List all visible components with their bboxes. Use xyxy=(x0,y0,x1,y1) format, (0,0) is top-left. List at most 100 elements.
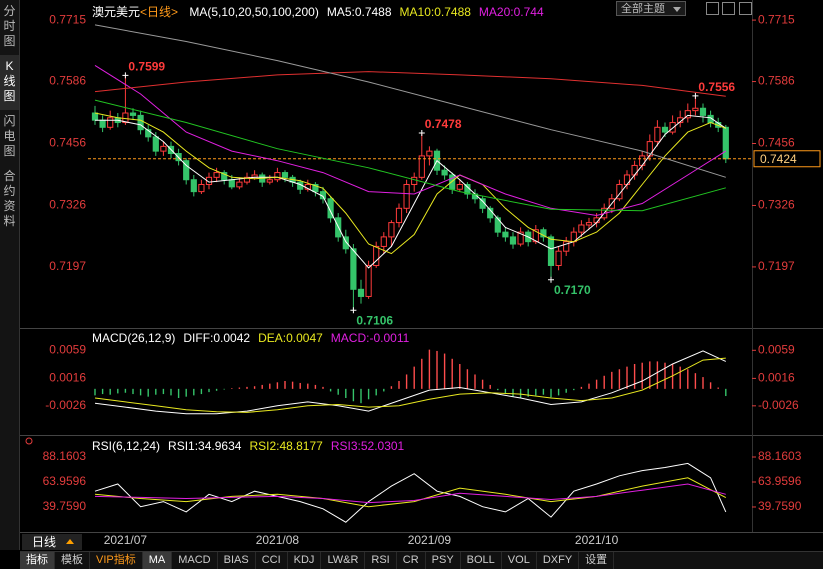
series-line xyxy=(94,357,726,413)
annotation: 0.7106 xyxy=(356,313,393,327)
legend-entry: RSI2:48.8177 xyxy=(249,439,323,453)
extreme-marker xyxy=(350,307,357,314)
tab[interactable]: MA xyxy=(142,552,173,569)
candle-body xyxy=(426,150,433,157)
icon-button[interactable] xyxy=(739,2,752,15)
candle-body xyxy=(509,236,517,245)
tab[interactable]: PSY xyxy=(426,552,461,569)
y-tick-label: 0.0016 xyxy=(758,371,795,385)
legend: MACD(26,12,9) DIFF:0.0042 DEA:0.0047 MACD:-… xyxy=(92,331,417,345)
y-tick-label: 63.9596 xyxy=(758,474,802,488)
y-tick-label: 0.7326 xyxy=(758,198,795,212)
legend-entry: RSI1:34.9634 xyxy=(168,439,242,453)
tab[interactable]: K线图 xyxy=(0,55,19,110)
candle-body xyxy=(563,241,570,252)
tab[interactable]: RSI xyxy=(365,552,397,569)
last-price-label: 0.7424 xyxy=(760,152,797,166)
tab[interactable]: DXFY xyxy=(537,552,580,569)
icon-button[interactable] xyxy=(706,2,719,15)
tab[interactable]: KDJ xyxy=(288,552,322,569)
tab[interactable]: 分时图 xyxy=(3,4,16,48)
legend-entry: MA10:0.7488 xyxy=(399,5,471,19)
candle-body xyxy=(357,288,365,297)
header: 澳元美元<日线> MA(5,10,20,50,100,200) MA5:0.748… xyxy=(92,3,552,20)
theme-select[interactable]: 全部主题 xyxy=(616,1,686,16)
period-button[interactable]: 日线 xyxy=(22,534,82,550)
y-tick-label: 63.9596 xyxy=(43,474,87,488)
candle-body xyxy=(129,112,137,116)
y-tick-label: -0.0026 xyxy=(45,398,86,412)
candle-body xyxy=(205,176,213,185)
extreme-marker xyxy=(122,72,129,79)
candle-body xyxy=(152,136,159,152)
tab[interactable]: VIP指标 xyxy=(90,552,143,569)
candle-body xyxy=(585,222,593,226)
tab[interactable]: BOLL xyxy=(461,552,502,569)
candle-body xyxy=(692,107,699,112)
tab[interactable]: MACD xyxy=(172,552,218,569)
candle-body xyxy=(631,164,638,176)
tab[interactable]: LW&R xyxy=(321,552,366,569)
tab[interactable]: BIAS xyxy=(218,552,256,569)
annotation: 0.7478 xyxy=(425,117,462,131)
annotation: 0.7599 xyxy=(128,60,165,74)
icon-button[interactable] xyxy=(722,2,735,15)
legend-entry: RSI3:52.0301 xyxy=(330,439,405,453)
x-tick-label: 2021/09 xyxy=(408,533,452,547)
candle-body xyxy=(388,222,395,238)
candle-body xyxy=(342,236,349,250)
candle-body xyxy=(365,264,372,297)
candle-body xyxy=(623,174,631,185)
tab[interactable]: CR xyxy=(397,552,426,569)
tab[interactable]: CCI xyxy=(256,552,288,569)
candle-body xyxy=(669,122,676,133)
candle-body xyxy=(578,224,585,233)
candle-body xyxy=(91,112,99,121)
y-tick-label: 0.7326 xyxy=(49,198,86,212)
chart-title: MA(5,10,20,50,100,200) xyxy=(189,5,319,19)
candle-body xyxy=(532,229,539,243)
series-line xyxy=(94,483,726,504)
series-line xyxy=(94,64,727,217)
candle-body xyxy=(502,231,509,238)
candle-body xyxy=(699,107,707,116)
chart: 0.7715 0.7715 0.7586 0.7586 0.7456 0.7456 0.73… xyxy=(20,0,823,547)
series-line xyxy=(94,350,727,415)
candle-body xyxy=(281,172,289,178)
tab[interactable]: 合约资料 xyxy=(3,169,16,228)
series-line xyxy=(94,462,727,523)
series-line xyxy=(94,99,726,212)
last-price-box xyxy=(753,150,821,168)
candle-body xyxy=(403,183,410,209)
x-tick-label: 2021/08 xyxy=(256,533,300,547)
candle-body xyxy=(661,126,669,133)
candle-body xyxy=(418,155,425,178)
y-tick-label: 0.7586 xyxy=(49,74,86,88)
candle-body xyxy=(639,155,646,166)
candle-body xyxy=(274,172,281,181)
tab[interactable]: 指标 xyxy=(20,552,55,569)
y-tick-label: 0.7715 xyxy=(758,12,795,26)
symbol: 澳元美元 xyxy=(92,5,141,19)
tab[interactable]: 闪电图 xyxy=(3,114,16,158)
candle-body xyxy=(236,181,243,188)
candle-body xyxy=(122,112,129,124)
candle-body xyxy=(654,126,661,143)
candle-body xyxy=(160,145,167,152)
sidebar: 分时图 K线图 闪电图 合约资料 xyxy=(0,0,20,550)
candle-body xyxy=(213,172,220,178)
series-line xyxy=(94,477,727,508)
theme-label: 全部主题 xyxy=(621,3,665,15)
tab[interactable]: 设置 xyxy=(579,552,615,569)
legend-entry: MACD:-0.0011 xyxy=(330,331,410,345)
candle-body xyxy=(517,231,524,245)
icon xyxy=(25,437,33,445)
tab[interactable]: 模板 xyxy=(55,552,90,569)
y-tick-label: 88.1603 xyxy=(758,449,802,463)
legend-entry: DIFF:0.0042 xyxy=(183,331,251,345)
candle-body xyxy=(494,217,501,233)
tab[interactable]: VOL xyxy=(502,552,537,569)
candle-body xyxy=(221,172,228,181)
y-tick-label: 88.1603 xyxy=(43,449,87,463)
